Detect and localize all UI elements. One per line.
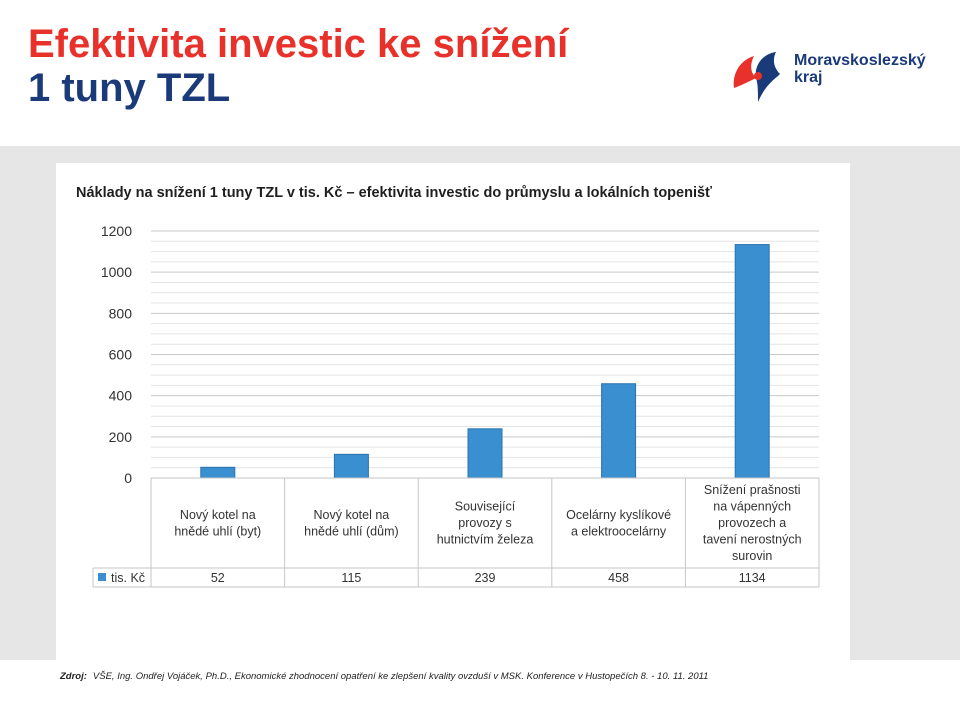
source-label: Zdroj: xyxy=(60,671,87,682)
data-value-label: 52 xyxy=(211,571,225,585)
category-label-line: a elektroocelárny xyxy=(571,524,667,538)
category-label-line: surovin xyxy=(732,549,772,563)
category-label-line: hnědé uhlí (byt) xyxy=(174,524,261,538)
category-label-line: Nový kotel na xyxy=(314,508,390,522)
category-label-line: provozech a xyxy=(718,516,786,530)
y-tick-label: 0 xyxy=(124,470,132,486)
category-label-line: Související xyxy=(455,500,516,514)
category-label-line: tavení nerostných xyxy=(703,533,802,547)
bar xyxy=(601,383,637,479)
source-text: VŠE, Ing. Ondřej Vojáček, Ph.D., Ekonomi… xyxy=(92,671,709,682)
source-note: Zdroj: VŠE, Ing. Ondřej Vojáček, Ph.D., E… xyxy=(60,671,708,682)
category-label-line: provozy s xyxy=(458,516,512,530)
title-line-1: Efektivita investic ke snížení xyxy=(28,22,569,66)
bar xyxy=(333,453,369,479)
bar xyxy=(200,466,236,479)
y-tick-label: 1200 xyxy=(101,223,132,239)
y-axis-ticks: 0 200 400 600 800 1000 1200 xyxy=(101,223,132,486)
logo-line-1: Moravskoslezský xyxy=(794,52,926,69)
y-tick-label: 400 xyxy=(109,388,133,404)
bar xyxy=(467,428,503,479)
bar xyxy=(734,244,770,479)
chart-title: Náklady na snížení 1 tuny TZL v tis. Kč … xyxy=(76,185,712,201)
logo-wordmark: Moravskoslezský kraj xyxy=(794,52,926,86)
data-value-label: 115 xyxy=(341,571,361,585)
footer xyxy=(0,660,960,706)
data-value-label: 239 xyxy=(475,571,496,585)
category-label-line: hnědé uhlí (dům) xyxy=(304,524,399,538)
logo-line-2: kraj xyxy=(794,69,823,86)
category-label-line: na vápenných xyxy=(713,500,791,514)
y-tick-label: 600 xyxy=(109,347,133,363)
category-label-line: hutnictvím železa xyxy=(437,533,534,547)
y-tick-label: 200 xyxy=(109,429,133,445)
data-value-label: 1134 xyxy=(739,571,766,585)
bars xyxy=(200,244,770,479)
y-tick-label: 800 xyxy=(109,305,133,321)
legend-series-name: tis. Kč xyxy=(111,571,145,585)
category-label: Nový kotel na hnědé uhlí (byt) xyxy=(174,508,261,539)
chart-panel: Náklady na snížení 1 tuny TZL v tis. Kč … xyxy=(56,163,850,660)
slide-title: Efektivita investic ke snížení 1 tuny TZ… xyxy=(28,22,668,110)
bar-chart: Náklady na snížení 1 tuny TZL v tis. Kč … xyxy=(76,185,820,588)
logo-emblem-icon xyxy=(733,52,780,102)
region-logo: Moravskoslezský kraj xyxy=(728,44,928,114)
data-table: Nový kotel na hnědé uhlí (byt)Nový kotel … xyxy=(92,477,820,588)
category-label: Nový kotel na hnědé uhlí (dům) xyxy=(304,508,399,539)
gridlines xyxy=(151,230,819,479)
data-value-label: 458 xyxy=(608,571,629,585)
category-label-line: Snížení prašnosti xyxy=(704,483,801,497)
title-line-2: 1 tuny TZL xyxy=(28,66,231,110)
y-tick-label: 1000 xyxy=(101,264,132,280)
category-label: Související provozy s hutnictvím železa xyxy=(437,500,534,547)
category-label: Ocelárny kyslíkové a elektroocelárny xyxy=(566,508,671,539)
category-label-line: Nový kotel na xyxy=(180,508,256,522)
category-label: Snížení prašnosti na vápenných provozech a… xyxy=(703,483,802,563)
category-label-line: Ocelárny kyslíkové xyxy=(566,508,671,522)
legend-swatch xyxy=(98,573,106,581)
